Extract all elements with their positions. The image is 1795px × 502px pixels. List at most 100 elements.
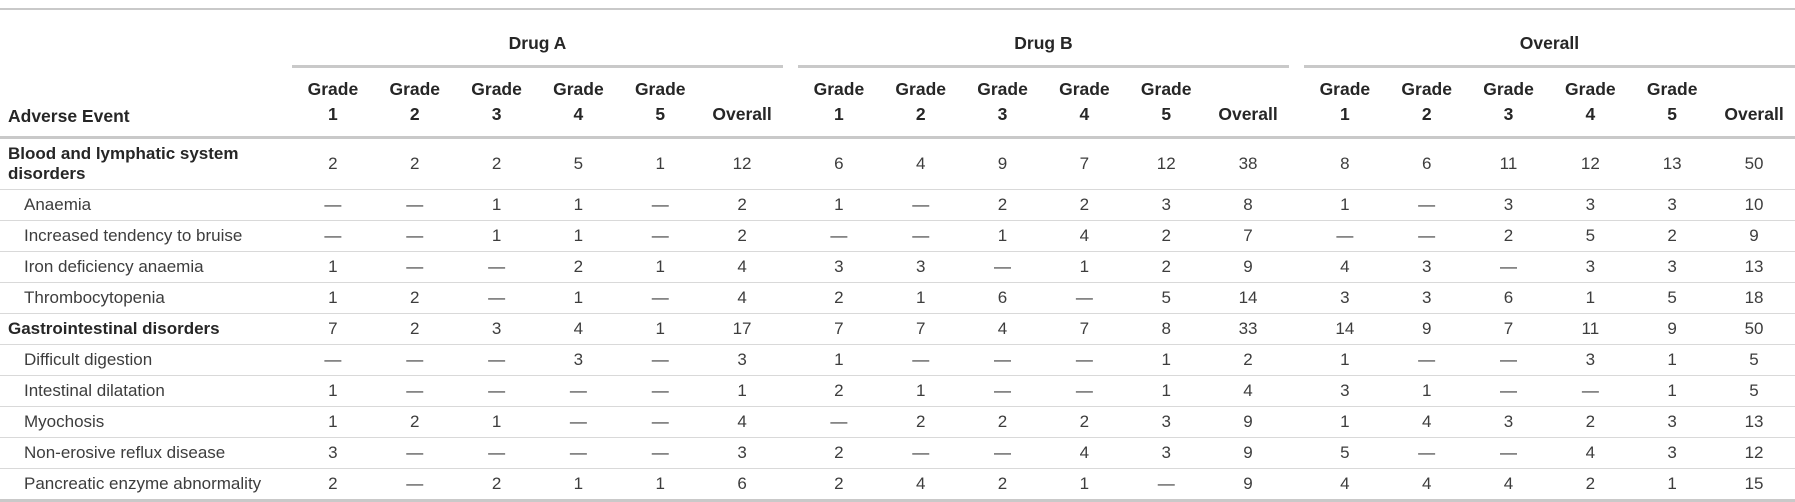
col-header-drug-b-2: Grade 2 (879, 66, 962, 139)
col-header-line2: Overall (1724, 104, 1784, 125)
cell: — (373, 251, 456, 283)
col-header-line2: 3 (491, 104, 502, 125)
column-header-row: Adverse Event Grade 1 Grade 2 Grade 3 Grade 4 Gra… (0, 66, 1795, 139)
cell: — (455, 282, 538, 314)
cell: 4 (1207, 375, 1289, 407)
col-header-overall-4: Grade 4 (1549, 66, 1632, 139)
row-label: Intestinal dilatation (0, 375, 292, 407)
cell: 2 (373, 313, 456, 345)
cell: 1 (292, 282, 374, 314)
cell: 12 (1125, 137, 1208, 190)
cell: 38 (1207, 137, 1289, 190)
row-gap (1288, 468, 1304, 501)
col-header-overall-overall: Overall (1713, 66, 1795, 139)
col-header-line1: Grade (1401, 79, 1452, 100)
cell: — (537, 406, 620, 438)
row-label: Increased tendency to bruise (0, 220, 292, 252)
cell: 4 (1303, 251, 1386, 283)
cell: 6 (701, 468, 783, 501)
col-header-line1: Grade (471, 79, 522, 100)
row-label: Blood and lymphatic system disorders (0, 137, 292, 190)
cell: — (879, 189, 962, 221)
cell: 9 (1713, 220, 1795, 252)
cell: 1 (1043, 251, 1126, 283)
cell: 1 (1385, 375, 1468, 407)
cell: 2 (373, 137, 456, 190)
cell: 1 (1631, 468, 1714, 501)
cell: 2 (797, 375, 880, 407)
cell: 4 (879, 468, 962, 501)
group-spanner-drug-a: Drug A (292, 9, 783, 68)
cell: 3 (1549, 251, 1632, 283)
cell: 33 (1207, 313, 1289, 345)
cell: 3 (1631, 251, 1714, 283)
cell: 3 (1125, 189, 1208, 221)
group-spanner-row: Drug A Drug B Overall (0, 9, 1795, 68)
col-header-line1: Grade (895, 79, 946, 100)
cell: 3 (1549, 344, 1632, 376)
cell: 1 (619, 137, 702, 190)
cell: — (292, 220, 374, 252)
cell: 1 (455, 406, 538, 438)
row-label: Myochosis (0, 406, 292, 438)
col-header-line1: Grade (634, 79, 686, 100)
col-header-line2: 1 (1339, 104, 1350, 125)
col-header-line2: 2 (915, 104, 926, 125)
cell: — (537, 375, 620, 407)
cell: 2 (1043, 406, 1126, 438)
cell: 4 (1043, 437, 1126, 469)
row-label: Gastrointestinal disorders (0, 313, 292, 345)
cell: 6 (797, 137, 880, 190)
row-label: Iron deficiency anaemia (0, 251, 292, 283)
row-gap (782, 282, 798, 314)
cell: 3 (1125, 406, 1208, 438)
col-header-line1: Grade (553, 79, 604, 100)
cell: 1 (1303, 189, 1386, 221)
cell: 12 (1549, 137, 1632, 190)
cell: 7 (1043, 137, 1126, 190)
col-header-line2: 5 (1667, 104, 1678, 125)
row-gap (782, 344, 798, 376)
col-header-line2: 4 (1585, 104, 1596, 125)
cell: 1 (619, 468, 702, 501)
col-header-drug-b-1: Grade 1 (797, 66, 880, 139)
row-gap (782, 406, 798, 438)
col-header-line1 (1209, 77, 1287, 102)
cell: 2 (292, 468, 374, 501)
adverse-events-page: Drug A Drug B Overall Adverse Event Grade 1 Gr… (0, 8, 1795, 502)
col-header-line1: Grade (1140, 79, 1192, 100)
spanner-gap (1289, 9, 1304, 67)
cell: — (537, 437, 620, 469)
cell: 3 (1467, 189, 1550, 221)
cell: 8 (1207, 189, 1289, 221)
row-gap (1288, 406, 1304, 438)
cell: — (1549, 375, 1632, 407)
row-gap (782, 251, 798, 283)
cell: — (1385, 189, 1468, 221)
cell: 13 (1713, 251, 1795, 283)
cell: 5 (1549, 220, 1632, 252)
cell: 1 (537, 220, 620, 252)
cell: 3 (1303, 282, 1386, 314)
cell: — (797, 220, 880, 252)
table-row: Non-erosive reflux disease 3— — — —3 2— —4 3 9 5—… (0, 437, 1795, 469)
row-label: Non-erosive reflux disease (0, 437, 292, 469)
cell: 3 (1385, 282, 1468, 314)
row-gap (782, 437, 798, 469)
cell: — (619, 189, 702, 221)
cell: — (292, 344, 374, 376)
cell: — (879, 344, 962, 376)
table-row: Thrombocytopenia 1 2—1—4 2 1 6—5 14 3 3 6 1 5 18 (0, 282, 1795, 314)
cell: 13 (1713, 406, 1795, 438)
cell: 2 (373, 282, 456, 314)
col-header-line1: Grade (977, 79, 1028, 100)
col-header-line2: 1 (834, 104, 844, 125)
cell: 3 (1631, 437, 1714, 469)
table-row: Pancreatic enzyme abnormality 2—2 1 1 6 2 4 2 1—… (0, 468, 1795, 501)
cell: 1 (1125, 375, 1208, 407)
cell: — (1385, 220, 1468, 252)
col-header-line2: 3 (1503, 104, 1514, 125)
col-header-drug-a-3: Grade 3 (455, 66, 538, 139)
col-header-line2: 2 (1421, 104, 1432, 125)
cell: 9 (1207, 406, 1289, 438)
